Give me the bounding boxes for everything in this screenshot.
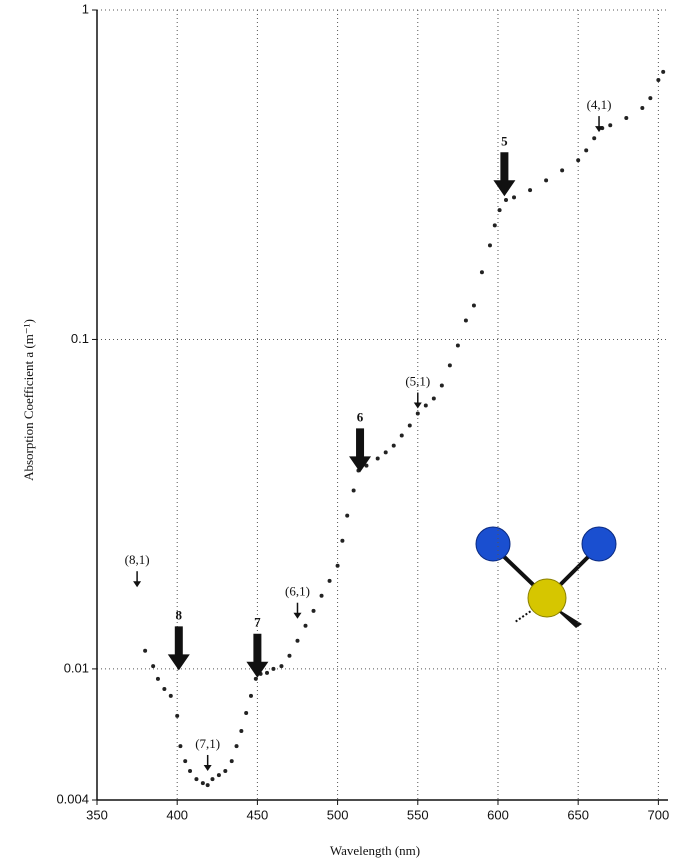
- annotation-label: (7,1): [195, 736, 220, 751]
- x-tick-label: 350: [86, 807, 108, 822]
- data-point: [295, 639, 299, 643]
- data-point: [661, 70, 665, 74]
- annotation-label: 6: [357, 409, 364, 424]
- annotation-arrowhead: [204, 765, 212, 771]
- data-point: [424, 404, 428, 408]
- data-point: [178, 744, 182, 748]
- x-axis-title: Wavelength (nm): [330, 843, 420, 858]
- data-point: [194, 777, 198, 781]
- annotation-arrow: [493, 152, 515, 196]
- data-point: [408, 424, 412, 428]
- data-point: [230, 759, 234, 763]
- data-point: [512, 195, 516, 199]
- data-point: [279, 664, 283, 668]
- data-point: [271, 667, 275, 671]
- data-point: [528, 188, 532, 192]
- data-point: [448, 363, 452, 367]
- data-point: [656, 78, 660, 82]
- atom: [476, 527, 510, 561]
- data-point: [488, 243, 492, 247]
- y-tick-label: 0.01: [64, 660, 89, 675]
- data-point: [472, 303, 476, 307]
- data-point: [320, 594, 324, 598]
- data-point: [304, 624, 308, 628]
- data-point: [560, 168, 564, 172]
- data-point: [143, 649, 147, 653]
- annotation-label: (6,1): [285, 584, 310, 599]
- x-tick-label: 550: [407, 807, 429, 822]
- x-tick-label: 650: [567, 807, 589, 822]
- data-point: [464, 318, 468, 322]
- x-tick-label: 700: [648, 807, 670, 822]
- data-point: [287, 654, 291, 658]
- y-tick-label: 1: [82, 1, 89, 16]
- data-point: [384, 450, 388, 454]
- data-point: [162, 687, 166, 691]
- data-point: [498, 208, 502, 212]
- y-tick-label: 0.1: [71, 331, 89, 346]
- data-point: [340, 539, 344, 543]
- chart: Wavelength (nm) Absorption Coefficient a…: [0, 0, 675, 862]
- data-point: [400, 434, 404, 438]
- y-tick-label: 0.004: [56, 791, 89, 806]
- annotation-label: (4,1): [587, 97, 612, 112]
- data-point: [576, 158, 580, 162]
- data-point: [210, 777, 214, 781]
- data-point: [648, 96, 652, 100]
- data-point: [640, 106, 644, 110]
- atom: [528, 579, 566, 617]
- data-point: [544, 178, 548, 182]
- data-point: [188, 769, 192, 773]
- annotation-label: 7: [254, 615, 261, 630]
- data-point: [312, 609, 316, 613]
- molecule-icon: [476, 527, 616, 628]
- data-point: [456, 343, 460, 347]
- data-point: [169, 694, 173, 698]
- x-tick-label: 500: [327, 807, 349, 822]
- data-point: [480, 270, 484, 274]
- x-tick-label: 600: [487, 807, 509, 822]
- data-point: [376, 457, 380, 461]
- x-tick-label: 400: [166, 807, 188, 822]
- data-point: [440, 383, 444, 387]
- data-point: [345, 514, 349, 518]
- annotation-arrowhead: [293, 613, 301, 619]
- data-point: [336, 564, 340, 568]
- data-point: [592, 136, 596, 140]
- data-point: [328, 579, 332, 583]
- data-point: [249, 694, 253, 698]
- data-point: [156, 677, 160, 681]
- data-point: [175, 714, 179, 718]
- annotation-arrowhead: [414, 403, 422, 409]
- data-point: [239, 729, 243, 733]
- data-point: [584, 148, 588, 152]
- data-point: [201, 781, 205, 785]
- data-point: [244, 711, 248, 715]
- data-point: [183, 759, 187, 763]
- annotation-arrowhead: [133, 581, 141, 587]
- y-axis-title: Absorption Coefficient a (m⁻¹): [21, 319, 36, 481]
- data-point: [265, 671, 269, 675]
- data-point: [223, 769, 227, 773]
- annotation-label: 5: [501, 133, 508, 148]
- data-point: [151, 664, 155, 668]
- data-point: [493, 223, 497, 227]
- annotation-label: 8: [176, 607, 183, 622]
- data-point: [235, 744, 239, 748]
- data-point: [432, 396, 436, 400]
- atom: [582, 527, 616, 561]
- annotation-label: (8,1): [125, 552, 150, 567]
- x-tick-label: 450: [247, 807, 269, 822]
- annotation-arrow: [168, 626, 190, 670]
- data-point: [206, 783, 210, 787]
- data-point: [217, 773, 221, 777]
- annotation-label: (5,1): [405, 374, 430, 389]
- data-point: [392, 444, 396, 448]
- annotation-arrow: [246, 634, 268, 678]
- data-point: [504, 198, 508, 202]
- data-point: [352, 488, 356, 492]
- data-point: [416, 411, 420, 415]
- data-point: [608, 123, 612, 127]
- data-point: [624, 116, 628, 120]
